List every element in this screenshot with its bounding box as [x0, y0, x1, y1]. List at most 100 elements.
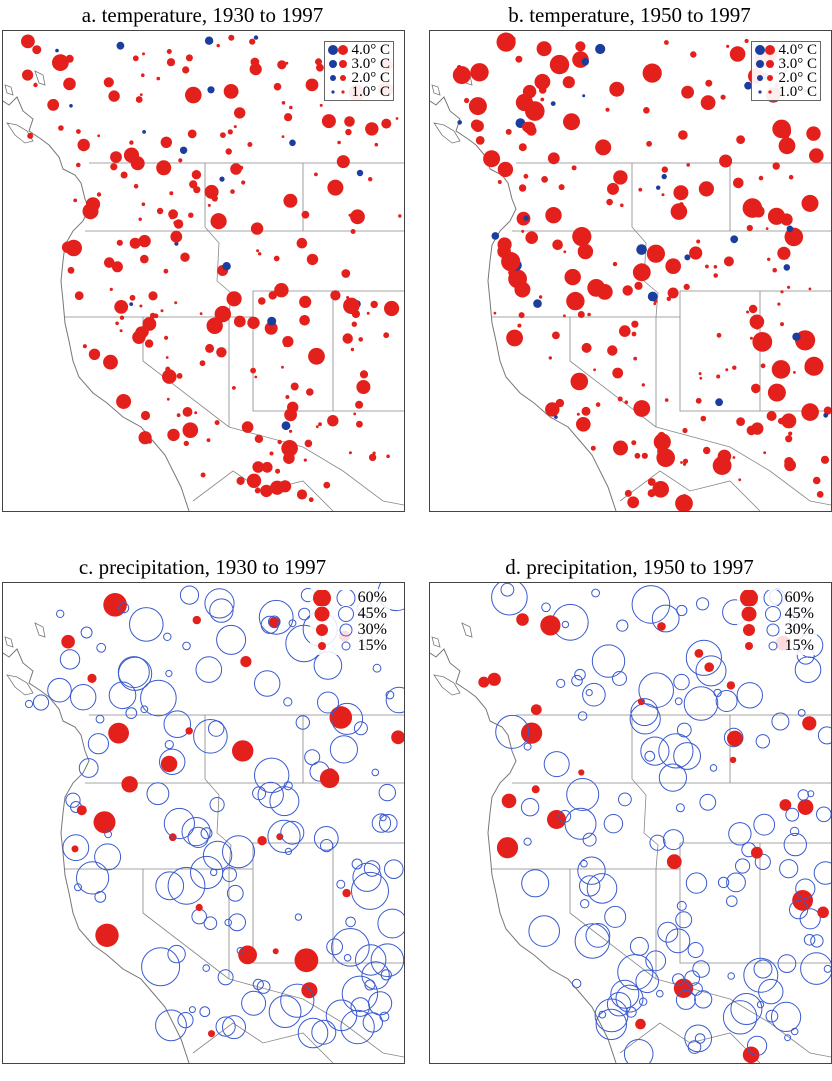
warming-station-marker — [97, 134, 101, 138]
warming-station-marker — [109, 287, 113, 291]
warming-station-marker — [315, 58, 322, 66]
drier-station-marker — [673, 742, 702, 770]
legend-row: 60% — [312, 590, 387, 606]
warming-station-marker — [609, 81, 625, 97]
legend-row: 30% — [739, 622, 814, 638]
drier-station-marker — [203, 916, 218, 931]
warming-station-marker — [247, 316, 260, 329]
map-frame: 60% 45% 30% 15% — [2, 582, 405, 1064]
wetter-station-marker — [496, 837, 519, 859]
drier-station-marker — [95, 714, 105, 724]
warming-station-marker — [766, 411, 777, 421]
warming-station-marker — [207, 203, 211, 207]
drier-station-marker — [736, 682, 763, 709]
warming-station-marker — [806, 126, 821, 141]
drier-station-marker — [204, 588, 235, 619]
drier-station-marker — [543, 751, 570, 778]
warming-station-marker — [230, 189, 235, 194]
warming-station-marker — [518, 312, 525, 319]
cooling-station-marker — [715, 398, 723, 407]
drier-station-marker — [603, 814, 624, 834]
drier-station-marker — [753, 813, 776, 836]
warming-station-marker — [268, 291, 277, 300]
warming-station-marker — [464, 97, 470, 104]
cooling-station-marker — [219, 176, 225, 182]
cooling-station-marker — [581, 58, 589, 66]
warming-station-marker — [549, 54, 570, 75]
warming-station-marker — [341, 269, 351, 278]
warming-station-marker — [596, 284, 613, 300]
warming-station-marker — [22, 69, 34, 81]
drier-station-marker — [283, 697, 293, 707]
warming-station-marker — [809, 148, 824, 163]
legend-label: 3.0° C — [778, 56, 817, 72]
warming-station-marker — [166, 49, 172, 54]
wetter-station-marker — [487, 672, 501, 686]
warming-station-marker — [575, 41, 586, 52]
warming-station-marker — [661, 166, 668, 173]
drier-station-marker — [785, 807, 800, 822]
warming-station-marker — [281, 440, 298, 457]
drier-station-marker — [208, 720, 225, 737]
warming-station-marker — [365, 122, 379, 136]
warming-station-marker — [787, 285, 791, 289]
drier-station-marker — [813, 861, 831, 885]
drier-station-marker — [372, 663, 382, 673]
warming-station-marker — [337, 140, 341, 145]
warming-station-marker — [617, 396, 623, 402]
wetter-station-marker — [797, 799, 814, 815]
drier-station-marker — [362, 1012, 383, 1033]
cooling-station-marker — [174, 241, 179, 246]
drier-station-marker — [283, 781, 293, 791]
warming-station-marker — [110, 163, 118, 171]
wetter-station-marker — [694, 649, 704, 658]
warming-station-marker — [249, 63, 262, 76]
drier-station-marker — [368, 991, 393, 1016]
warming-station-marker — [510, 36, 516, 42]
legend-row: 4.0° C — [327, 43, 390, 58]
warming-station-marker — [726, 44, 730, 48]
drier-station-marker — [795, 878, 816, 899]
warming-station-marker — [163, 268, 169, 274]
warming-station-marker — [182, 66, 190, 74]
map-basemap — [430, 70, 831, 511]
drier-station-marker — [765, 1009, 779, 1023]
wetter-station-marker — [751, 846, 763, 859]
drier-station-marker — [320, 839, 334, 853]
warming-station-marker — [624, 489, 632, 497]
warming-station-marker — [336, 155, 350, 169]
warming-station-marker — [679, 202, 684, 207]
legend-row: 2.0° C — [754, 71, 817, 86]
drier-station-marker — [311, 1019, 337, 1045]
drier-station-marker — [340, 1009, 375, 1045]
warming-station-marker — [755, 326, 759, 330]
warming-station-marker — [505, 128, 512, 135]
cooling-station-marker — [253, 35, 259, 40]
drier-station-marker — [159, 748, 186, 776]
wetter-station-marker — [95, 923, 119, 947]
station-map — [3, 34, 404, 511]
warming-station-marker — [319, 103, 323, 107]
warming-station-marker — [587, 312, 591, 317]
drier-station-marker — [284, 847, 292, 855]
warming-station-marker — [250, 57, 260, 67]
warming-station-marker — [241, 421, 254, 433]
warming-station-marker — [767, 257, 771, 261]
warming-station-marker — [778, 137, 796, 155]
drier-station-marker — [657, 921, 679, 943]
legend-row: 45% — [739, 606, 814, 622]
drier-station-marker — [676, 722, 692, 738]
drier-station-marker — [564, 807, 597, 840]
warming-station-marker — [214, 305, 231, 323]
warming-station-marker — [156, 76, 161, 81]
warming-station-marker — [613, 170, 628, 185]
drier-station-marker — [313, 826, 339, 851]
drier-station-marker — [694, 990, 713, 1009]
warming-station-marker — [577, 311, 585, 318]
warming-station-marker — [199, 312, 203, 315]
warming-station-marker — [673, 185, 689, 201]
drier-station-marker — [709, 764, 718, 772]
warming-station-marker — [116, 394, 132, 409]
drier-station-marker — [579, 875, 601, 897]
warming-station-marker — [264, 321, 278, 335]
